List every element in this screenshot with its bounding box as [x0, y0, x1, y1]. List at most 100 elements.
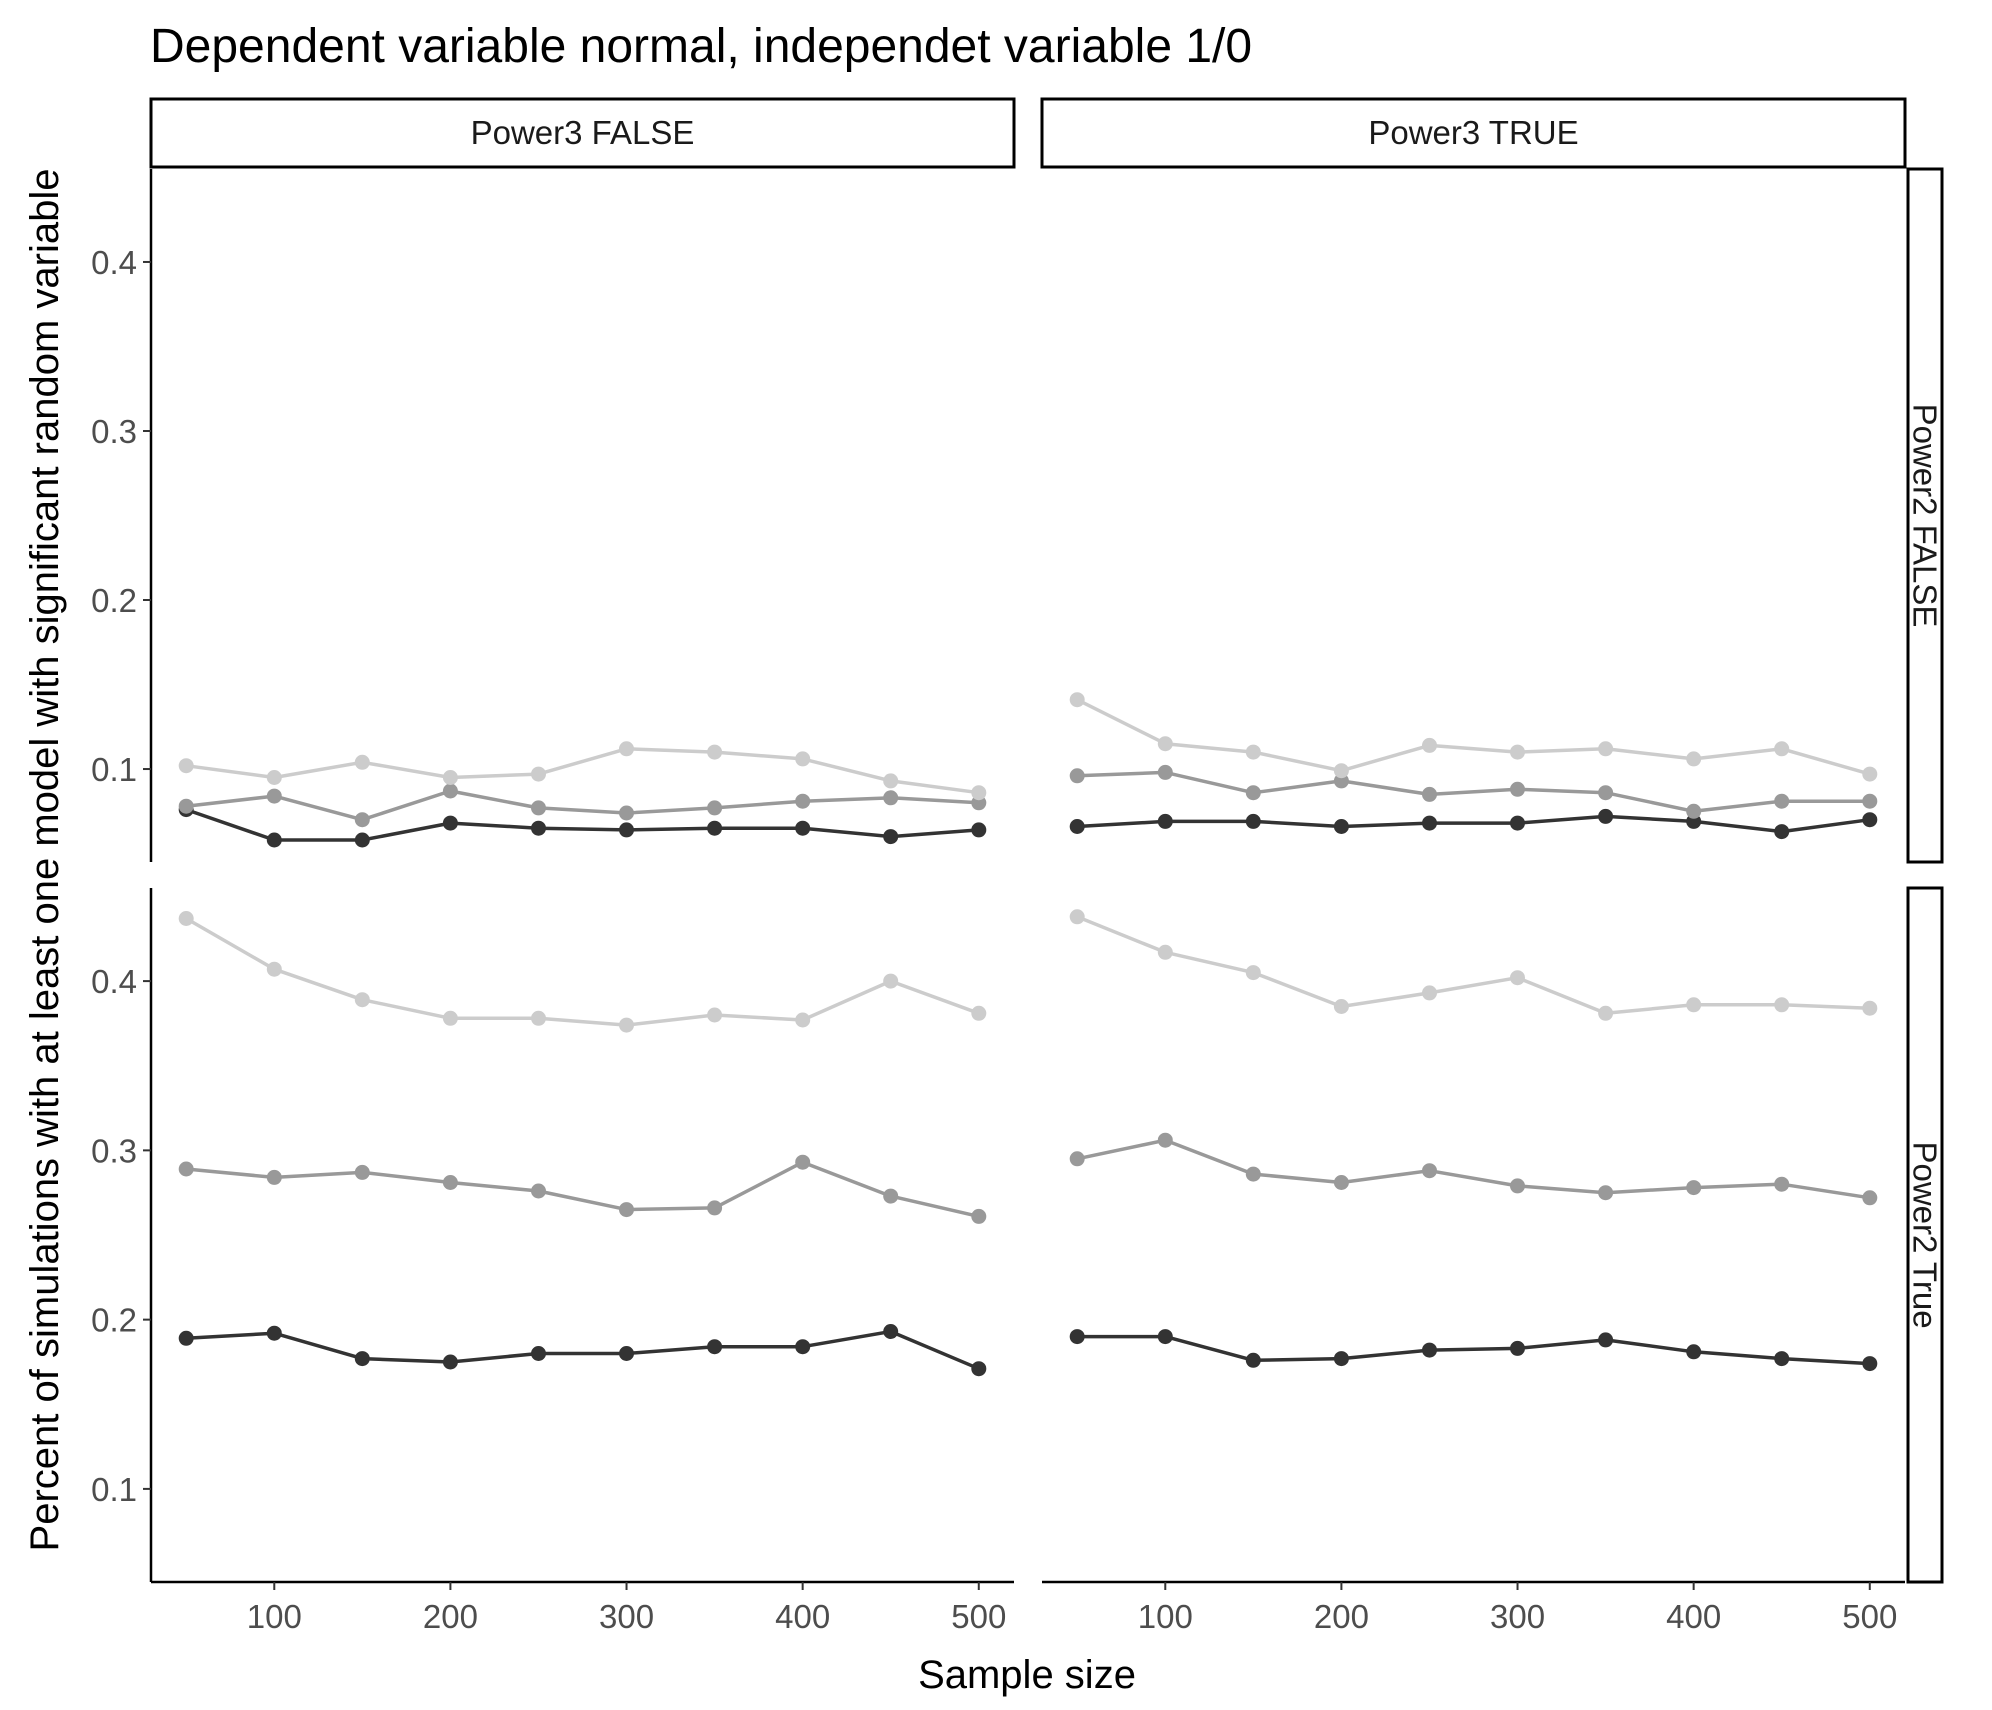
series-line-1 — [1077, 1334, 1870, 1366]
data-point — [1510, 1340, 1525, 1356]
chart-title: Dependent variable normal, independet va… — [150, 20, 1252, 73]
data-point — [883, 973, 899, 989]
y-tick-label: 0.3 — [91, 413, 137, 450]
data-point — [971, 1361, 987, 1377]
data-point — [619, 1346, 634, 1361]
data-point — [883, 1324, 899, 1339]
data-point — [1069, 1329, 1085, 1345]
series-line-3 — [1076, 915, 1870, 1016]
data-point — [266, 1169, 282, 1185]
series-line-1 — [186, 1329, 980, 1371]
data-point — [1774, 741, 1790, 757]
data-point — [1422, 815, 1437, 831]
data-point — [1069, 692, 1085, 708]
data-point — [1245, 1166, 1261, 1182]
data-point — [1245, 744, 1261, 760]
series-line-3 — [185, 916, 980, 1027]
facet-strip-label: Power2 True — [1907, 1141, 1944, 1328]
panel-2-1 — [178, 911, 987, 1377]
series-line-1 — [1077, 814, 1871, 834]
data-point — [707, 1007, 723, 1023]
data-point — [1422, 737, 1437, 753]
data-point — [266, 770, 282, 785]
data-point — [971, 1208, 987, 1224]
y-tick-label: 0.1 — [91, 751, 137, 788]
y-tick-label: 0.2 — [91, 1302, 137, 1339]
x-tick-label: 500 — [1842, 1598, 1897, 1635]
data-point — [1510, 815, 1525, 831]
data-point — [266, 832, 282, 848]
data-point — [795, 1154, 811, 1170]
data-point — [1598, 1005, 1614, 1021]
data-point — [1333, 999, 1349, 1014]
data-point — [1157, 736, 1173, 752]
data-point — [442, 1354, 458, 1370]
data-point — [1510, 744, 1525, 760]
data-point — [1069, 1151, 1085, 1167]
panel-1-2 — [1069, 692, 1878, 840]
panel-1-1 — [178, 741, 987, 848]
data-point — [266, 1325, 282, 1341]
data-point — [707, 744, 723, 760]
data-point — [178, 1161, 194, 1177]
data-point — [531, 800, 546, 816]
series-line-3 — [1076, 698, 1871, 776]
y-axis-row-2: 0.1 0.2 0.3 0.4 — [91, 888, 153, 1582]
data-point — [1686, 751, 1702, 767]
y-tick-label: 0.3 — [91, 1132, 137, 1169]
data-point — [883, 829, 899, 845]
data-point — [1862, 1190, 1878, 1206]
data-point — [354, 1164, 370, 1180]
data-point — [178, 798, 194, 814]
data-point — [178, 1330, 194, 1346]
panel-2-2 — [1069, 909, 1878, 1372]
data-point — [1598, 808, 1614, 824]
facet-strip-box — [149, 97, 1016, 169]
data-point — [1510, 1178, 1525, 1194]
data-point — [1422, 1342, 1437, 1358]
data-point — [1157, 1329, 1173, 1345]
series-line-2 — [1077, 770, 1870, 814]
data-point — [1598, 785, 1614, 801]
series-line-2 — [186, 789, 979, 822]
data-point — [442, 783, 458, 799]
data-point — [1245, 813, 1261, 829]
data-point — [1686, 997, 1702, 1013]
data-point — [1774, 997, 1790, 1013]
data-point — [531, 1346, 546, 1361]
x-tick-label: 200 — [423, 1598, 478, 1635]
x-tick-label: 200 — [1314, 1598, 1369, 1635]
data-point — [1774, 793, 1790, 809]
data-point — [1686, 1180, 1702, 1196]
data-point — [1422, 1163, 1437, 1179]
data-point — [1774, 1351, 1790, 1367]
data-point — [354, 812, 370, 828]
data-point — [971, 822, 987, 838]
data-point — [971, 1005, 987, 1021]
data-point — [1510, 781, 1525, 797]
x-tick-label: 300 — [599, 1598, 654, 1635]
data-point — [1774, 824, 1790, 840]
data-point — [1598, 741, 1614, 757]
data-point — [707, 800, 723, 816]
data-point — [1862, 1000, 1878, 1016]
data-point — [266, 788, 282, 804]
data-point — [354, 1351, 370, 1367]
x-tick-label: 300 — [1490, 1598, 1545, 1635]
series-line-1 — [185, 807, 979, 842]
data-point — [1862, 1356, 1878, 1372]
data-point — [1422, 786, 1437, 802]
y-tick-label: 0.4 — [91, 963, 137, 1000]
data-point — [1598, 1332, 1614, 1348]
y-tick-label: 0.1 — [91, 1471, 137, 1508]
data-point — [795, 1339, 811, 1355]
data-point — [1686, 1344, 1702, 1360]
facet-strip-right-1: Power2 FALSE — [1906, 167, 1944, 864]
data-point — [1069, 768, 1085, 784]
data-point — [1069, 909, 1085, 925]
data-point — [1774, 1176, 1790, 1192]
data-point — [971, 785, 987, 801]
data-point — [1422, 985, 1437, 1001]
data-point — [1157, 1132, 1173, 1148]
